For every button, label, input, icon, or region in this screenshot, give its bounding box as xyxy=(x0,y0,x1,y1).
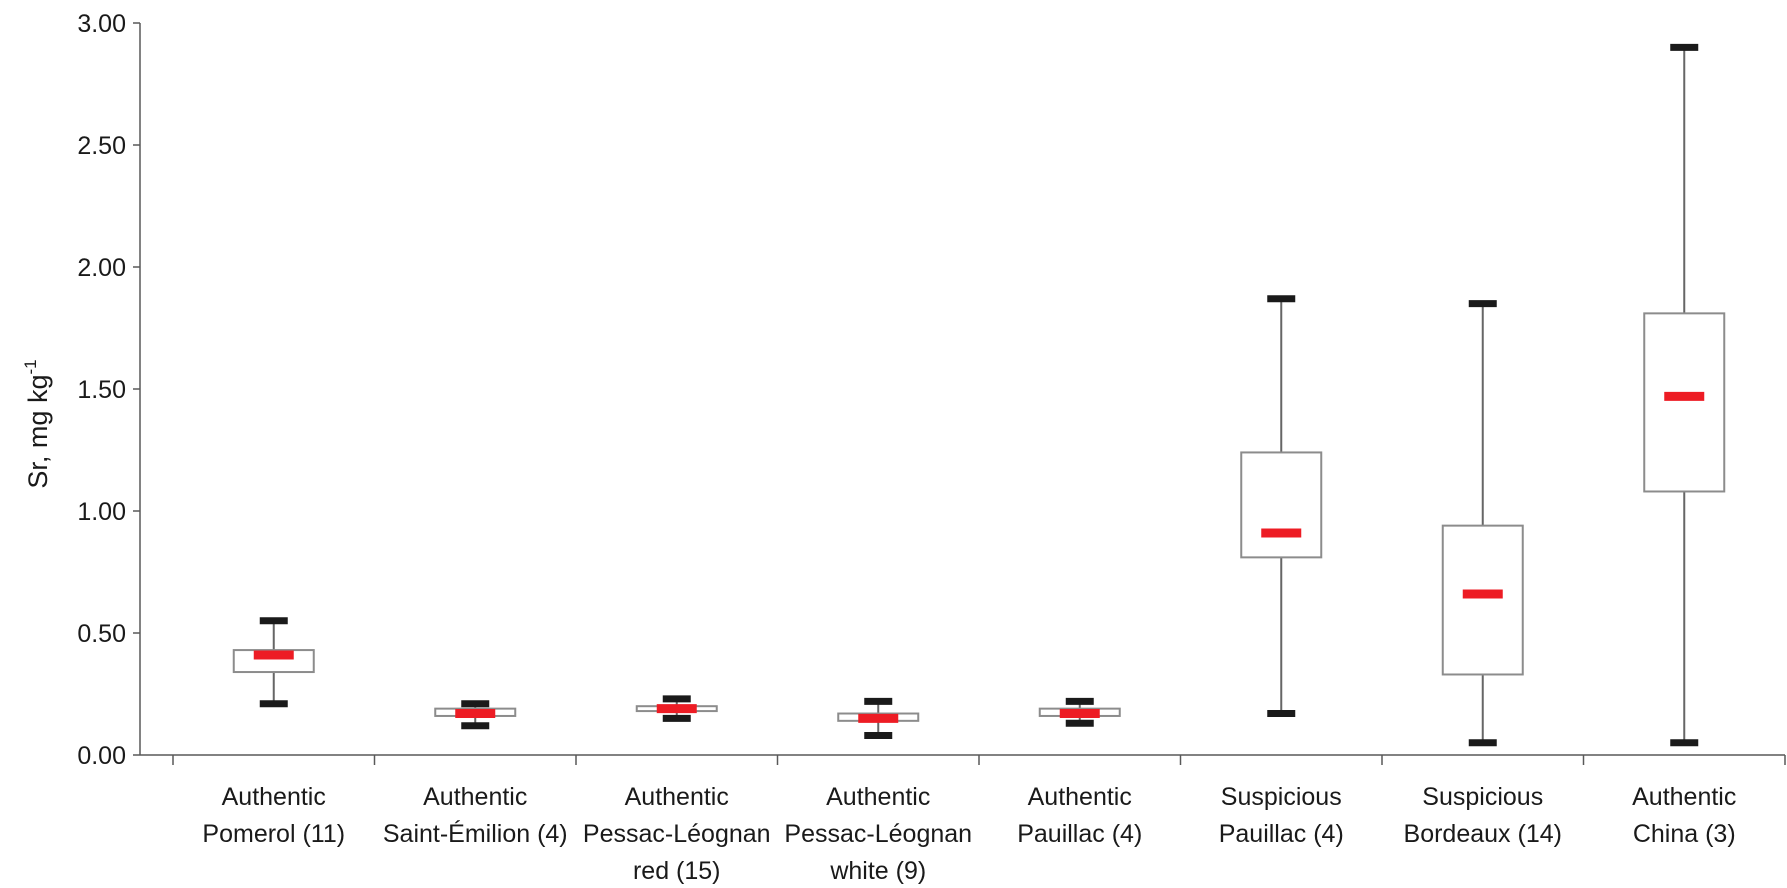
y-axis: 0.00 0.50 1.00 1.50 2.00 2.50 3.00 xyxy=(77,10,141,770)
category-label-line: Bordeaux (14) xyxy=(1404,820,1562,848)
category-label-line: Pomerol (11) xyxy=(202,820,345,848)
y-axis-label-superscript: -1 xyxy=(21,359,40,374)
category-label-line: Suspicious xyxy=(1422,783,1543,811)
category-label-line: Pauillac (4) xyxy=(1017,820,1142,848)
category-labels: Authentic Pomerol (11) Authentic Saint-Émil… xyxy=(202,783,1736,885)
category-label: Suspicious Bordeaux (14) xyxy=(1404,783,1562,848)
category-label-line: China (3) xyxy=(1633,820,1736,848)
y-tick-label: 0.00 xyxy=(77,742,126,770)
category-label-line: Saint-Émilion (4) xyxy=(383,819,568,848)
box-group xyxy=(1441,300,1524,747)
category-label: Authentic Pauillac (4) xyxy=(1017,783,1142,848)
category-label: Authentic Pessac-Léognan red (15) xyxy=(583,783,771,885)
box-group xyxy=(837,697,920,739)
category-label-line: Pessac-Léognan xyxy=(583,820,771,848)
y-tick-label: 1.00 xyxy=(77,498,126,526)
category-label-line: Authentic xyxy=(222,783,326,811)
category-label: Authentic Saint-Émilion (4) xyxy=(383,783,568,848)
y-tick-label: 0.50 xyxy=(77,620,126,648)
y-tick-label: 2.00 xyxy=(77,254,126,282)
category-label-line: Pauillac (4) xyxy=(1219,820,1344,848)
category-label-line: Authentic xyxy=(826,783,930,811)
category-label: Suspicious Pauillac (4) xyxy=(1219,783,1344,848)
box-group xyxy=(232,617,315,708)
category-label-line: white (9) xyxy=(829,857,926,885)
y-tick-label: 3.00 xyxy=(77,10,126,38)
y-tick-label: 1.50 xyxy=(77,376,126,404)
category-label-line: Authentic xyxy=(1632,783,1736,811)
box-group xyxy=(635,695,718,722)
box-group xyxy=(1240,295,1323,718)
category-label: Authentic Pessac-Léognan white (9) xyxy=(784,783,972,885)
box-group xyxy=(1038,697,1121,727)
iqr-box xyxy=(1441,524,1524,676)
category-label-line: Pessac-Léognan xyxy=(784,820,972,848)
x-axis xyxy=(140,754,1786,765)
category-label-line: red (15) xyxy=(633,857,721,885)
category-label-line: Suspicious xyxy=(1221,783,1342,811)
category-label-line: Authentic xyxy=(1028,783,1132,811)
category-label-line: Authentic xyxy=(625,783,729,811)
category-label: Authentic Pomerol (11) xyxy=(202,783,345,848)
y-axis-label: Sr, mg kg-1 xyxy=(21,359,53,488)
category-label: Authentic China (3) xyxy=(1632,783,1736,848)
box-group xyxy=(1643,43,1726,747)
box-series xyxy=(232,43,1726,747)
box-group xyxy=(434,700,517,730)
y-axis-label-text: Sr, mg kg xyxy=(23,375,53,489)
category-label-line: Authentic xyxy=(423,783,527,811)
y-tick-label: 2.50 xyxy=(77,132,126,160)
iqr-box xyxy=(1240,451,1323,559)
iqr-box xyxy=(1643,312,1726,493)
